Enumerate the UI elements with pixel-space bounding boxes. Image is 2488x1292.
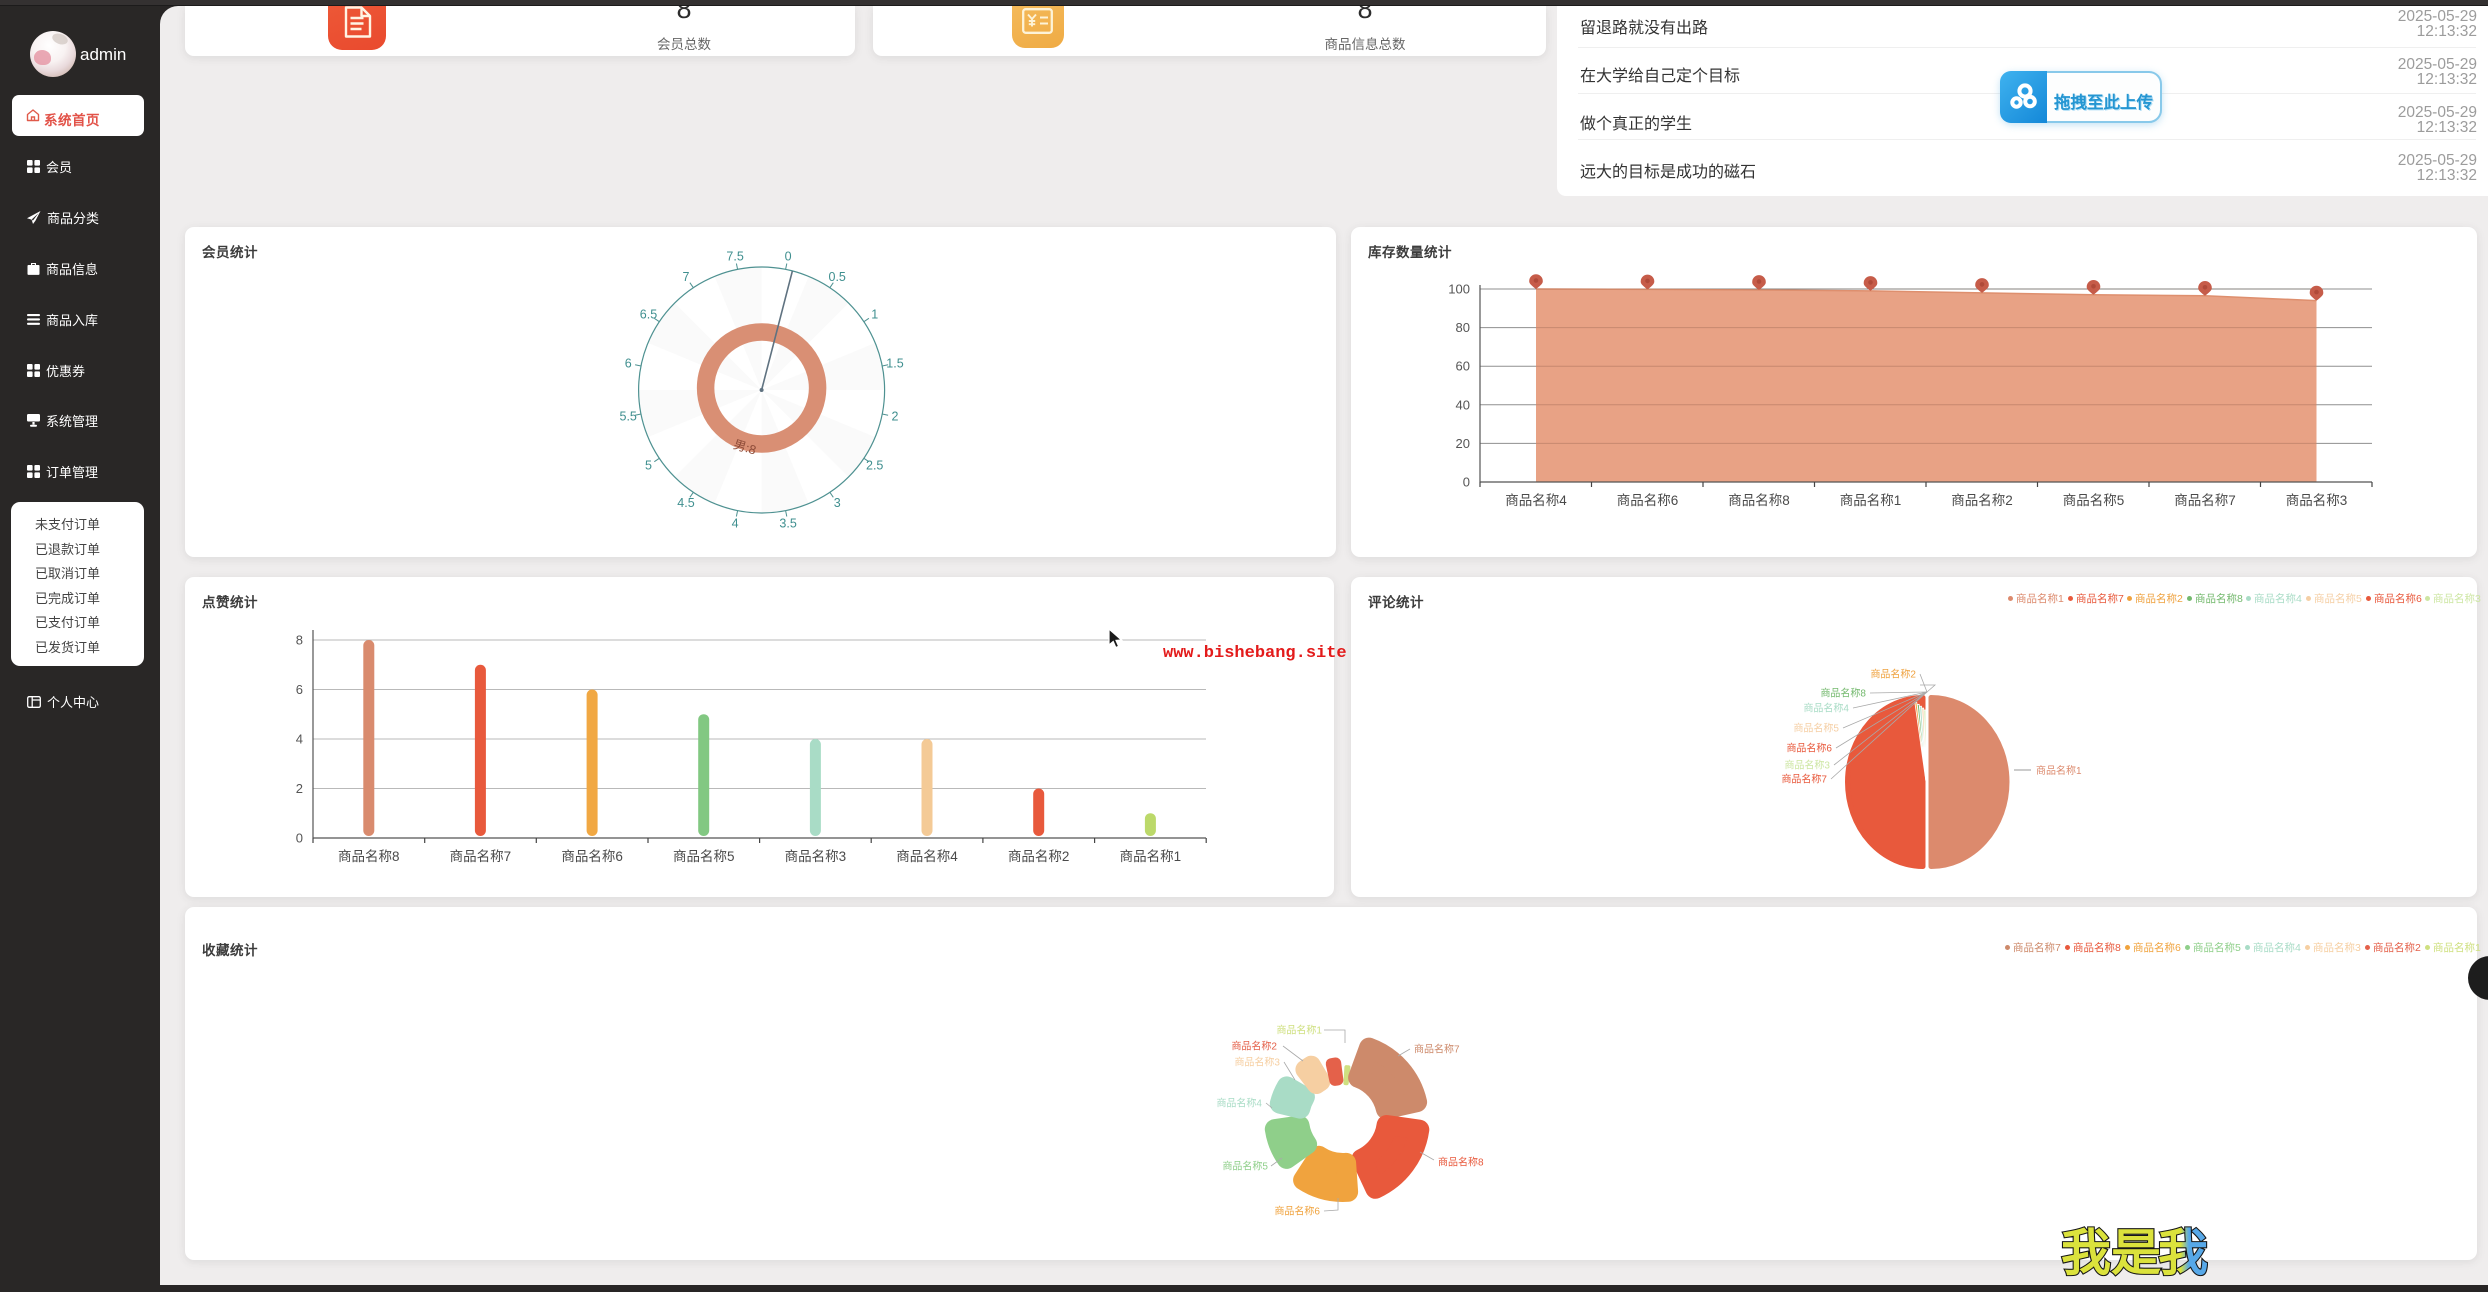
svg-text:6.5: 6.5 <box>640 307 657 321</box>
svg-text:商品名称2: 商品名称2 <box>1951 493 2013 508</box>
svg-text:8: 8 <box>296 633 303 648</box>
svg-text:商品名称8: 商品名称8 <box>1820 687 1866 700</box>
svg-text:商品名称3: 商品名称3 <box>1234 1056 1280 1069</box>
svg-text:商品名称4: 商品名称4 <box>896 849 958 864</box>
svg-text:商品名称1: 商品名称1 <box>2036 764 2082 777</box>
svg-text:7: 7 <box>683 270 690 284</box>
svg-text:商品名称1: 商品名称1 <box>1276 1024 1322 1037</box>
svg-text:40: 40 <box>1456 397 1470 412</box>
svg-text:3: 3 <box>834 496 841 510</box>
svg-text:商品名称1: 商品名称1 <box>1120 849 1182 864</box>
svg-text:我: 我 <box>2158 1225 2208 1281</box>
svg-text:6: 6 <box>296 682 303 697</box>
svg-text:商品名称2: 商品名称2 <box>1870 668 1916 681</box>
svg-text:1.5: 1.5 <box>886 357 903 371</box>
svg-text:商品名称8: 商品名称8 <box>1438 1156 1484 1169</box>
svg-text:20: 20 <box>1456 436 1470 451</box>
svg-text:商品名称5: 商品名称5 <box>673 849 735 864</box>
svg-text:商品名称4: 商品名称4 <box>1216 1097 1262 1110</box>
svg-text:6: 6 <box>625 357 632 371</box>
svg-text:商品名称1: 商品名称1 <box>1840 493 1902 508</box>
svg-text:商品名称6: 商品名称6 <box>1617 493 1679 508</box>
svg-text:0: 0 <box>1463 475 1470 490</box>
svg-text:商品名称8: 商品名称8 <box>338 849 400 864</box>
svg-text:商品名称7: 商品名称7 <box>2174 493 2236 508</box>
svg-text:1: 1 <box>871 307 878 321</box>
svg-text:4: 4 <box>732 516 739 530</box>
svg-text:2: 2 <box>892 410 899 424</box>
svg-text:2.5: 2.5 <box>866 459 883 473</box>
svg-text:商品名称5: 商品名称5 <box>1222 1160 1268 1173</box>
svg-text:5: 5 <box>645 459 652 473</box>
svg-text:4.5: 4.5 <box>677 496 694 510</box>
svg-text:4: 4 <box>296 732 303 747</box>
svg-text:3.5: 3.5 <box>779 516 796 530</box>
svg-text:商品名称5: 商品名称5 <box>2063 493 2125 508</box>
svg-text:60: 60 <box>1456 359 1470 374</box>
svg-text:商品名称4: 商品名称4 <box>1803 702 1849 715</box>
svg-text:商品名称7: 商品名称7 <box>1414 1043 1460 1056</box>
svg-text:商品名称3: 商品名称3 <box>1784 759 1830 772</box>
svg-text:0: 0 <box>296 831 303 846</box>
svg-text:商品名称3: 商品名称3 <box>2286 493 2348 508</box>
svg-text:商品名称3: 商品名称3 <box>785 849 847 864</box>
svg-text:商品名称6: 商品名称6 <box>561 849 623 864</box>
svg-text:商品名称7: 商品名称7 <box>450 849 512 864</box>
svg-text:男:8: 男:8 <box>732 437 758 457</box>
svg-text:5.5: 5.5 <box>620 410 637 424</box>
svg-text:100: 100 <box>1448 282 1470 297</box>
svg-text:0.5: 0.5 <box>829 270 846 284</box>
svg-text:商品名称6: 商品名称6 <box>1274 1205 1320 1218</box>
svg-text:商品名称2: 商品名称2 <box>1008 849 1070 864</box>
svg-text:7.5: 7.5 <box>726 250 743 264</box>
svg-text:商品名称2: 商品名称2 <box>1231 1040 1277 1053</box>
svg-text:商品名称5: 商品名称5 <box>1793 722 1839 735</box>
svg-text:我是: 我是 <box>2061 1225 2161 1281</box>
svg-text:商品名称4: 商品名称4 <box>1505 493 1567 508</box>
svg-text:商品名称6: 商品名称6 <box>1786 742 1832 755</box>
svg-text:80: 80 <box>1456 320 1470 335</box>
svg-text:0: 0 <box>785 250 792 264</box>
svg-text:2: 2 <box>296 781 303 796</box>
svg-text:商品名称8: 商品名称8 <box>1728 493 1790 508</box>
svg-text:商品名称7: 商品名称7 <box>1781 773 1827 786</box>
